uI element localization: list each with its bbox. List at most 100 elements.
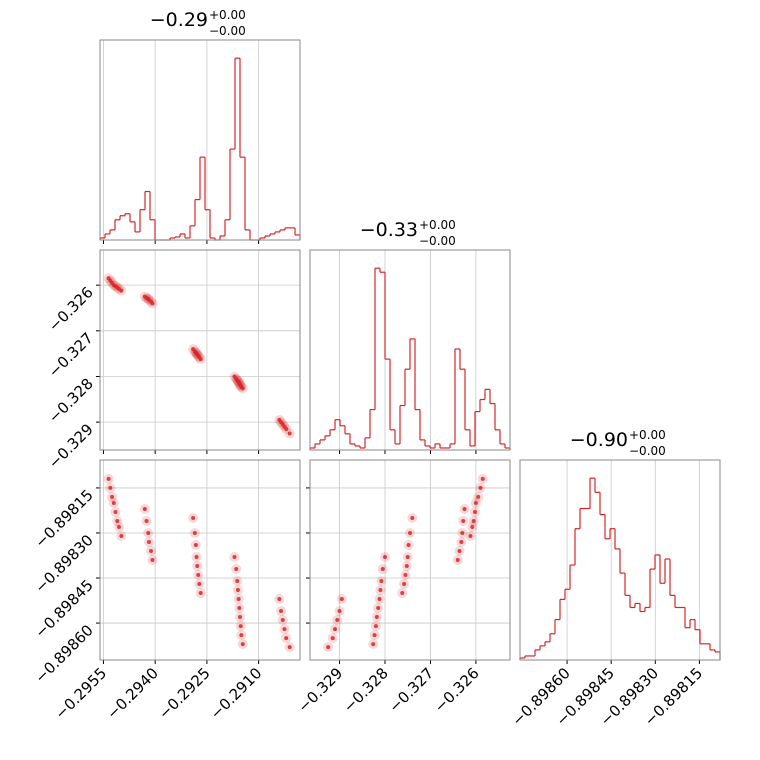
point	[287, 645, 292, 650]
x-tick-label: −0.328	[340, 664, 392, 716]
point	[196, 573, 201, 578]
point	[377, 597, 382, 602]
title-lower: −0.00	[629, 444, 666, 458]
point	[194, 554, 199, 559]
point	[374, 615, 379, 620]
x-tick-label: −0.2910	[207, 664, 266, 723]
panel-frame	[309, 249, 511, 451]
point	[234, 567, 239, 572]
y-tick-label: −0.329	[45, 420, 97, 472]
point	[110, 494, 115, 499]
point	[146, 530, 151, 535]
point	[193, 542, 198, 547]
point	[480, 476, 485, 481]
point	[108, 485, 113, 490]
panel-title: −0.33	[360, 219, 418, 241]
point	[119, 288, 124, 293]
point	[373, 624, 378, 629]
point	[149, 548, 154, 553]
point	[282, 627, 287, 632]
point	[339, 597, 344, 602]
point	[277, 597, 282, 602]
point	[476, 494, 481, 499]
title-upper: +0.00	[209, 8, 246, 22]
point	[235, 588, 240, 593]
point	[238, 615, 242, 620]
point	[239, 633, 244, 638]
point	[473, 509, 477, 514]
point	[150, 558, 155, 562]
point	[115, 518, 120, 523]
point	[106, 476, 111, 481]
x-tick-label: −0.2955	[52, 664, 111, 723]
point	[197, 582, 202, 587]
point	[478, 485, 483, 490]
point	[330, 636, 335, 641]
title-lower: −0.00	[419, 234, 456, 248]
point	[402, 582, 407, 587]
point	[404, 564, 409, 569]
title-upper: +0.00	[629, 428, 666, 442]
point	[455, 558, 460, 562]
panel-frame	[519, 459, 721, 661]
point	[116, 524, 121, 529]
point	[468, 533, 473, 538]
point	[410, 515, 415, 520]
panel-title: −0.90	[570, 429, 628, 451]
point	[150, 301, 155, 306]
point	[337, 609, 342, 614]
panel-frame	[99, 249, 301, 451]
point	[461, 518, 466, 523]
point	[142, 506, 147, 511]
point	[403, 573, 408, 578]
point	[146, 539, 151, 544]
point	[192, 530, 197, 535]
point	[191, 515, 196, 520]
point	[459, 539, 464, 544]
panel-frame	[309, 459, 511, 661]
point	[240, 386, 245, 391]
point	[284, 426, 289, 431]
x-tick-label: −0.329	[294, 664, 346, 716]
point	[284, 636, 289, 641]
x-tick-label: −0.327	[385, 664, 437, 716]
point	[195, 564, 200, 569]
point	[371, 642, 376, 647]
panel-title: −0.29	[150, 9, 208, 31]
point	[457, 548, 462, 553]
point	[379, 579, 384, 584]
point	[383, 554, 387, 559]
point	[119, 533, 124, 538]
y-tick-label: −0.327	[45, 329, 97, 381]
point	[335, 618, 340, 623]
point	[279, 609, 284, 614]
point	[470, 524, 475, 529]
point	[113, 509, 118, 514]
point	[240, 642, 245, 647]
y-tick-label: −0.326	[45, 283, 97, 335]
panel-frame	[99, 459, 301, 661]
point	[408, 530, 412, 535]
x-tick-label: −0.2940	[103, 664, 162, 723]
title-lower: −0.00	[209, 24, 246, 38]
x-tick-label: −0.326	[431, 664, 483, 716]
point	[400, 591, 405, 596]
point	[473, 500, 478, 505]
point	[372, 633, 377, 638]
point	[405, 554, 410, 559]
point	[406, 542, 411, 547]
point	[236, 597, 241, 602]
point	[238, 624, 243, 629]
point	[198, 591, 203, 596]
y-tick-label: −0.328	[45, 375, 97, 427]
point	[235, 579, 240, 584]
point	[111, 500, 116, 505]
point	[378, 588, 383, 593]
point	[232, 554, 237, 559]
point	[460, 530, 465, 535]
point	[280, 618, 285, 623]
point	[144, 518, 149, 523]
point	[380, 567, 385, 572]
title-upper: +0.00	[419, 218, 456, 232]
